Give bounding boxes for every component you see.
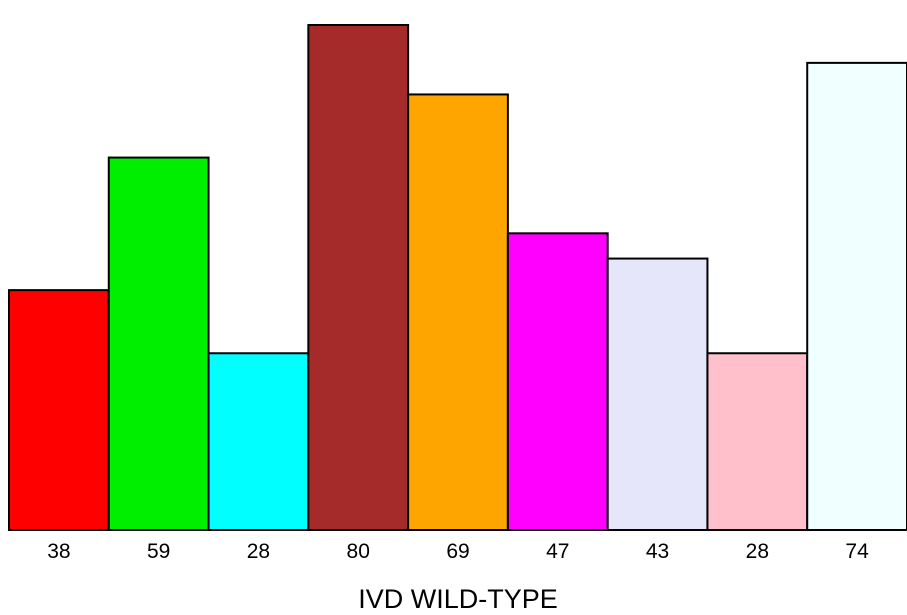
bar-1 (8, 289, 110, 531)
x-tick-label-6: 47 (546, 540, 569, 563)
x-tick-label-7: 43 (646, 540, 669, 563)
bars-group (8, 24, 907, 531)
bar-2 (107, 156, 210, 531)
x-tick-label-4: 80 (347, 540, 370, 563)
bar-8 (706, 352, 809, 531)
x-tick-label-1: 38 (47, 540, 70, 563)
x-tick-label-5: 69 (446, 540, 469, 563)
bar-9 (806, 61, 907, 531)
x-tick-labels: 38 59 28 80 69 47 43 28 74 (47, 540, 869, 563)
x-tick-label-9: 74 (845, 540, 869, 563)
x-tick-label-3: 28 (247, 540, 270, 563)
bar-7 (606, 257, 709, 531)
x-axis-label: IVD WILD-TYPE (358, 584, 558, 614)
bar-3 (207, 352, 310, 531)
bar-4 (307, 24, 410, 531)
bar-5 (407, 93, 509, 531)
x-tick-label-2: 59 (147, 540, 170, 563)
bar-6 (506, 232, 609, 531)
x-tick-label-8: 28 (746, 540, 769, 563)
